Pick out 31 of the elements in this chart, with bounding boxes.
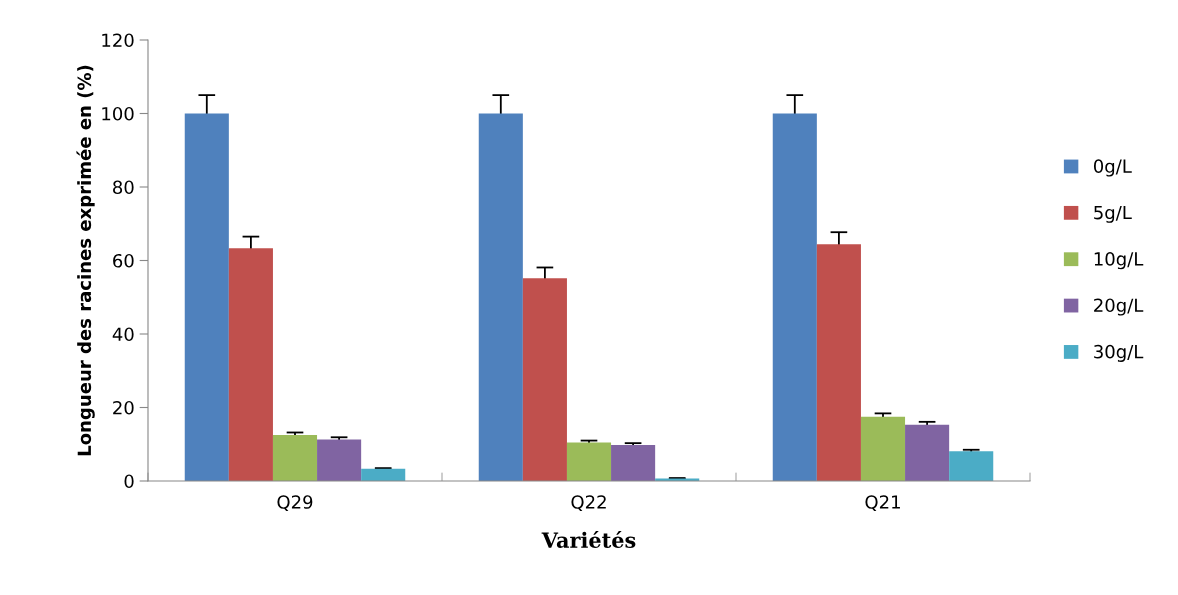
y-tick-label: 60 xyxy=(113,253,134,268)
legend-label: 30g/L xyxy=(1094,344,1144,362)
bar xyxy=(522,278,567,481)
bar xyxy=(816,244,861,481)
y-tick-label: 80 xyxy=(113,180,134,195)
bar xyxy=(184,113,229,481)
x-axis-title: Variétés xyxy=(541,530,636,548)
x-tick-label: Q22 xyxy=(571,495,606,511)
bar xyxy=(478,113,523,481)
legend-label: 5g/L xyxy=(1094,205,1132,223)
y-axis-title: Longueur des racines exprimée en (%) xyxy=(76,65,95,456)
bar xyxy=(611,444,656,481)
x-tick-label: Q29 xyxy=(277,495,313,511)
x-tick-label: Q21 xyxy=(865,495,900,511)
bar xyxy=(566,442,612,481)
legend-label: 20g/L xyxy=(1094,298,1144,316)
bar xyxy=(272,435,318,481)
legend-label: 0g/L xyxy=(1093,159,1132,177)
y-tick-label: 20 xyxy=(113,400,134,415)
y-tick-label: 100 xyxy=(102,106,134,121)
bar xyxy=(772,113,817,481)
y-tick-label: 120 xyxy=(102,33,134,48)
y-tick-label: 40 xyxy=(112,327,134,342)
bar xyxy=(361,468,406,481)
legend-label: 10g/L xyxy=(1094,252,1144,270)
bar xyxy=(317,439,362,481)
bar xyxy=(228,248,273,481)
y-tick-label: 0 xyxy=(124,474,134,489)
bar xyxy=(860,416,906,481)
bar xyxy=(905,424,950,481)
bar xyxy=(949,451,994,481)
